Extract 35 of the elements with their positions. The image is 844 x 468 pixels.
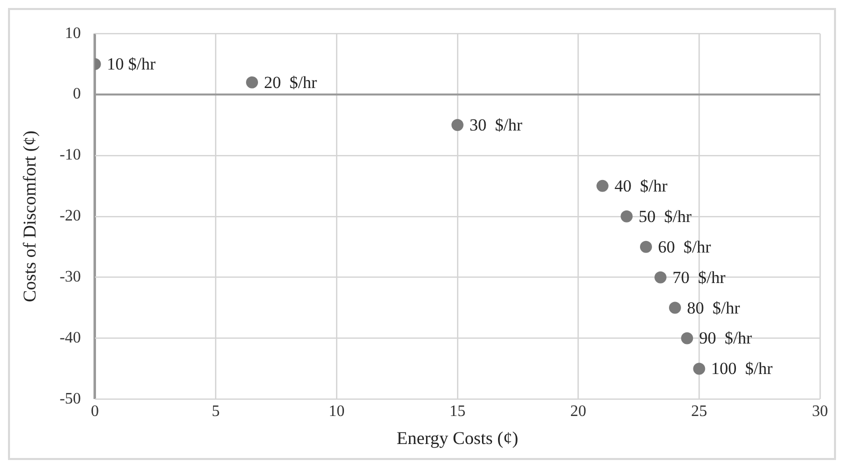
point xyxy=(620,210,633,222)
x-tick-label: 0 xyxy=(90,403,99,420)
y-axis-title: Costs of Discomfort (¢) xyxy=(20,130,40,302)
x-tick-label: 15 xyxy=(449,403,466,420)
annotation: 20 $/hr xyxy=(264,72,318,92)
point xyxy=(654,271,666,284)
annotation: 60 $/hr xyxy=(658,237,712,256)
annotation: 100 $/hr xyxy=(711,359,773,378)
point xyxy=(596,180,608,192)
point xyxy=(640,240,652,253)
y-tick-label: -40 xyxy=(60,329,81,346)
point xyxy=(451,119,464,131)
annotation: 40 $/hr xyxy=(614,176,668,196)
annotation: 10 $/hr xyxy=(106,54,156,74)
point xyxy=(668,302,681,314)
point xyxy=(246,76,258,88)
x-axis-title: Energy Costs (¢) xyxy=(396,428,518,448)
x-tick-label: 5 xyxy=(212,403,220,420)
point xyxy=(681,332,694,344)
y-tick-label: -30 xyxy=(60,268,81,286)
x-tick-label: 10 xyxy=(328,403,345,420)
x-tick-label: 20 xyxy=(570,403,586,420)
y-tick-label: -10 xyxy=(60,146,81,164)
annotation: 30 $/hr xyxy=(469,115,523,134)
annotation: 50 $/hr xyxy=(638,206,692,226)
annotation: 70 $/hr xyxy=(672,268,726,287)
y-tick-label: 0 xyxy=(72,86,81,103)
y-tick-label: 10 xyxy=(64,24,81,42)
x-tick-label: 25 xyxy=(691,403,708,420)
annotation: 90 $/hr xyxy=(699,328,752,348)
y-tick-label: -50 xyxy=(60,390,81,408)
y-tick-label: -20 xyxy=(60,208,81,225)
annotation: 80 $/hr xyxy=(686,298,740,318)
point xyxy=(693,362,706,375)
x-tick-label: 30 xyxy=(812,403,828,420)
